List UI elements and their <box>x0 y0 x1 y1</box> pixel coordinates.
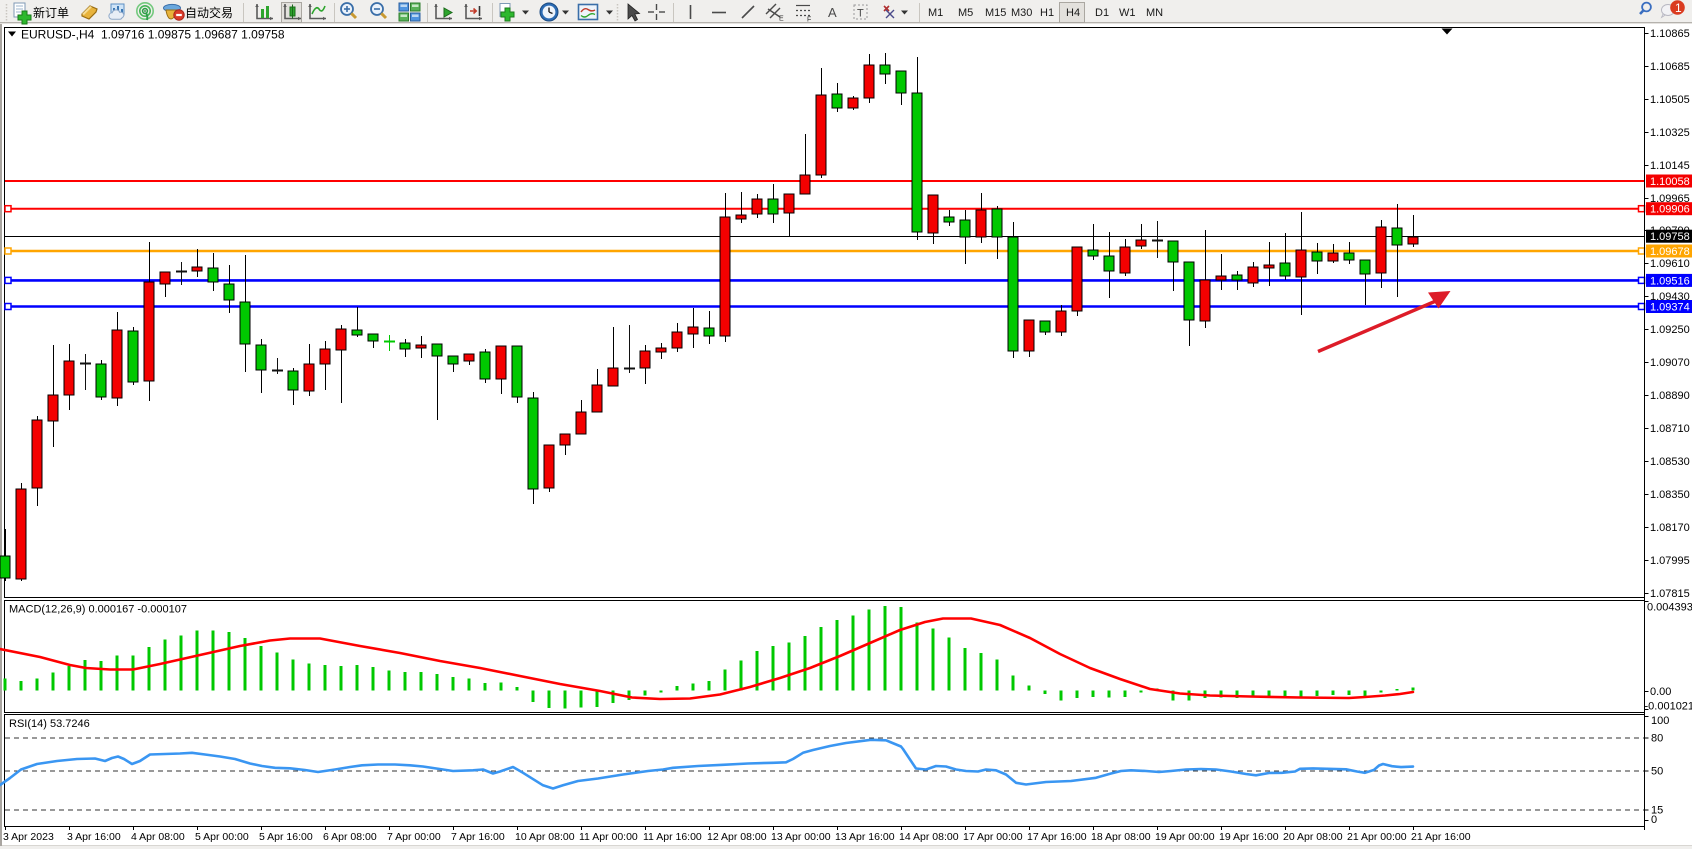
svg-text:1.08710: 1.08710 <box>1650 423 1690 435</box>
svg-text:新订单: 新订单 <box>33 5 69 20</box>
svg-text:1.09516: 1.09516 <box>1650 275 1690 287</box>
svg-text:自动交易: 自动交易 <box>185 5 233 20</box>
svg-text:0: 0 <box>1651 814 1657 826</box>
svg-text:3 Apr 16:00: 3 Apr 16:00 <box>67 831 121 843</box>
svg-text:10 Apr 08:00: 10 Apr 08:00 <box>515 831 575 843</box>
svg-text:5 Apr 16:00: 5 Apr 16:00 <box>259 831 313 843</box>
svg-text:17 Apr 00:00: 17 Apr 00:00 <box>963 831 1023 843</box>
svg-text:1.10325: 1.10325 <box>1650 127 1690 139</box>
svg-text:1.10685: 1.10685 <box>1650 61 1690 73</box>
svg-text:F: F <box>807 17 811 24</box>
svg-text:M15: M15 <box>985 7 1006 19</box>
svg-text:19 Apr 00:00: 19 Apr 00:00 <box>1155 831 1215 843</box>
svg-text:80: 80 <box>1651 733 1663 745</box>
svg-text:21 Apr 00:00: 21 Apr 00:00 <box>1347 831 1407 843</box>
svg-text:14 Apr 08:00: 14 Apr 08:00 <box>899 831 959 843</box>
svg-text:21 Apr 16:00: 21 Apr 16:00 <box>1411 831 1471 843</box>
svg-text:1.09374: 1.09374 <box>1650 302 1690 314</box>
svg-text:EURUSD-,H4 1.09716 1.09875 1.: EURUSD-,H4 1.09716 1.09875 1.09687 1.097… <box>21 28 285 42</box>
svg-text:11 Apr 16:00: 11 Apr 16:00 <box>643 831 702 843</box>
svg-text:H4: H4 <box>1066 7 1080 19</box>
svg-text:RSI(14) 53.7246: RSI(14) 53.7246 <box>9 718 90 730</box>
svg-text:1.08170: 1.08170 <box>1650 522 1690 534</box>
svg-text:1.07995: 1.07995 <box>1650 555 1690 567</box>
svg-text:13 Apr 00:00: 13 Apr 00:00 <box>771 831 831 843</box>
svg-text:D1: D1 <box>1095 7 1109 19</box>
svg-text:1.10145: 1.10145 <box>1650 160 1690 172</box>
svg-text:1: 1 <box>1675 1 1682 15</box>
svg-text:-0.001021: -0.001021 <box>1645 701 1692 713</box>
svg-text:A: A <box>828 5 837 20</box>
svg-text:18 Apr 08:00: 18 Apr 08:00 <box>1091 831 1151 843</box>
svg-text:H1: H1 <box>1040 7 1054 19</box>
svg-text:100: 100 <box>1651 715 1669 727</box>
svg-text:0.00: 0.00 <box>1650 686 1671 698</box>
svg-text:M30: M30 <box>1011 7 1032 19</box>
svg-text:11 Apr 00:00: 11 Apr 00:00 <box>579 831 638 843</box>
svg-text:MN: MN <box>1146 7 1163 19</box>
svg-text:1.09758: 1.09758 <box>1650 231 1690 243</box>
svg-text:0.004393: 0.004393 <box>1647 602 1692 614</box>
svg-text:E: E <box>779 16 784 23</box>
svg-text:7 Apr 00:00: 7 Apr 00:00 <box>387 831 441 843</box>
svg-text:M5: M5 <box>958 7 973 19</box>
svg-text:1.09678: 1.09678 <box>1650 246 1690 258</box>
svg-text:1.08350: 1.08350 <box>1650 489 1690 501</box>
svg-text:1.09070: 1.09070 <box>1650 357 1690 369</box>
svg-text:W1: W1 <box>1119 7 1136 19</box>
svg-text:6 Apr 08:00: 6 Apr 08:00 <box>323 831 377 843</box>
svg-text:1.10865: 1.10865 <box>1650 28 1690 40</box>
svg-text:1.08890: 1.08890 <box>1650 390 1690 402</box>
svg-text:12 Apr 08:00: 12 Apr 08:00 <box>707 831 767 843</box>
svg-text:M1: M1 <box>928 7 943 19</box>
svg-text:19 Apr 16:00: 19 Apr 16:00 <box>1219 831 1279 843</box>
svg-text:3 Apr 2023: 3 Apr 2023 <box>3 831 54 843</box>
svg-text:1.10505: 1.10505 <box>1650 94 1690 106</box>
svg-text:1.09906: 1.09906 <box>1650 204 1690 216</box>
svg-text:20 Apr 08:00: 20 Apr 08:00 <box>1283 831 1343 843</box>
svg-text:17 Apr 16:00: 17 Apr 16:00 <box>1027 831 1087 843</box>
svg-text:4 Apr 08:00: 4 Apr 08:00 <box>131 831 185 843</box>
svg-text:1.09610: 1.09610 <box>1650 258 1690 270</box>
svg-text:13 Apr 16:00: 13 Apr 16:00 <box>835 831 895 843</box>
svg-text:1.10058: 1.10058 <box>1650 176 1690 188</box>
svg-text:1.07815: 1.07815 <box>1650 588 1690 600</box>
svg-text:7 Apr 16:00: 7 Apr 16:00 <box>451 831 505 843</box>
svg-text:50: 50 <box>1651 766 1663 778</box>
svg-text:T: T <box>857 8 864 20</box>
svg-text:MACD(12,26,9) 0.000167 -0.0001: MACD(12,26,9) 0.000167 -0.000107 <box>9 604 187 616</box>
svg-text:5 Apr 00:00: 5 Apr 00:00 <box>195 831 249 843</box>
svg-text:1.09250: 1.09250 <box>1650 324 1690 336</box>
svg-text:1.08530: 1.08530 <box>1650 456 1690 468</box>
